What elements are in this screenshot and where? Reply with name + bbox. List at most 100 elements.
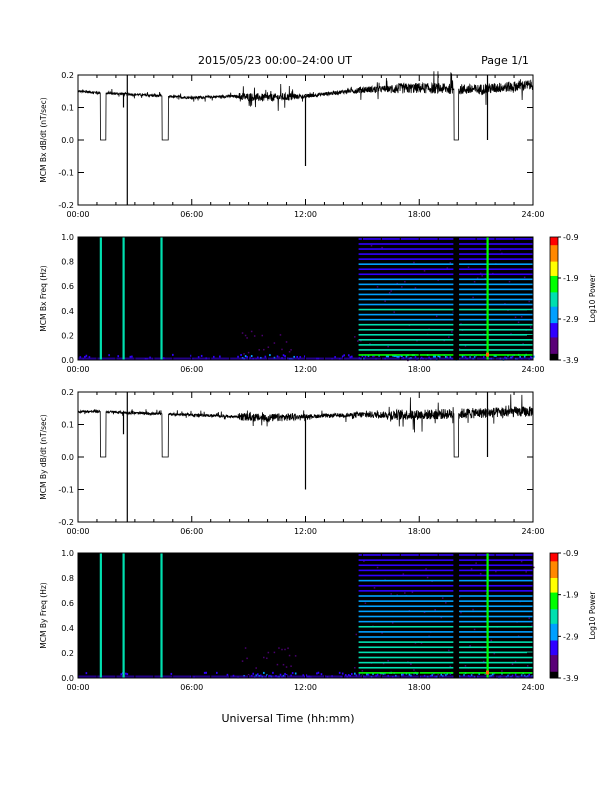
colorbar-segment xyxy=(550,613,558,616)
colorbar-segment xyxy=(550,644,558,648)
spectral-cell xyxy=(470,568,473,570)
colorbar-segment xyxy=(550,298,558,302)
spectral-cell xyxy=(85,672,88,675)
spectral-cell xyxy=(388,292,391,294)
colorbar-segment xyxy=(550,300,558,304)
harmonic-line xyxy=(358,584,533,587)
colorbar-segment xyxy=(550,292,558,295)
colorbar-segment xyxy=(550,251,558,254)
x-tick-label: 24:00 xyxy=(521,683,544,692)
colorbar-segment xyxy=(550,325,558,328)
spectral-cell xyxy=(416,339,418,342)
spectral-cell xyxy=(288,351,291,353)
spectral-cell xyxy=(216,671,218,674)
y-tick-label: 0.0 xyxy=(61,453,74,462)
spectral-cell xyxy=(387,345,389,348)
spectral-cell xyxy=(205,671,207,674)
spectral-cell xyxy=(261,334,264,337)
spectral-cell xyxy=(394,354,397,357)
spectral-cell xyxy=(302,674,305,677)
colorbar-segment xyxy=(550,640,558,644)
x-tick-label: 06:00 xyxy=(180,683,203,692)
harmonic-line xyxy=(358,328,533,331)
spectral-cell xyxy=(305,674,308,677)
colorbar-segment xyxy=(550,347,558,351)
spectral-cell xyxy=(285,666,288,668)
colorbar-frame xyxy=(549,552,559,679)
colorbar-segment xyxy=(550,327,558,330)
colorbar-segment xyxy=(550,239,558,242)
y-tick-label: 0.8 xyxy=(61,574,74,583)
harmonic-line xyxy=(358,283,533,286)
spectral-cell xyxy=(334,356,336,359)
colorbar-segment xyxy=(550,561,558,564)
spectral-cell xyxy=(197,356,200,359)
spectral-cell xyxy=(523,276,526,279)
colorbar-segment xyxy=(550,559,558,562)
power-hotspot xyxy=(486,670,489,675)
spectral-cell xyxy=(287,647,289,649)
spectral-cell xyxy=(370,245,373,247)
spectral-cell xyxy=(276,663,279,666)
colorbar-segment xyxy=(550,673,558,677)
colorbar-segment xyxy=(550,245,558,248)
spectral-cell xyxy=(402,573,405,575)
x-tick-label: 18:00 xyxy=(408,527,431,536)
colorbar-tick-label: -2.9 xyxy=(563,632,579,641)
spectral-cell xyxy=(517,321,520,324)
spectral-cell xyxy=(276,355,279,358)
colorbar-segment xyxy=(550,557,558,560)
spectral-cell xyxy=(284,355,286,358)
colorbar-segment xyxy=(550,582,558,585)
colorbar-segment xyxy=(550,630,558,633)
colorbar-segment xyxy=(550,605,558,608)
colorbar-segment xyxy=(550,671,558,675)
colorbar-segment xyxy=(550,331,558,334)
harmonic-line xyxy=(358,636,533,638)
spectral-cell xyxy=(438,355,441,358)
spectral-cell xyxy=(255,667,257,669)
colorbar-label: Log10 Power xyxy=(588,591,597,640)
colorbar-segment xyxy=(550,296,558,299)
spectral-cell xyxy=(478,672,480,675)
harmonic-line xyxy=(358,308,533,311)
colorbar-segment xyxy=(550,675,558,679)
spectral-cell xyxy=(404,592,406,594)
spectral-cell xyxy=(470,674,473,677)
colorbar-segment xyxy=(550,335,558,338)
colorbar-segment xyxy=(550,284,558,287)
y-tick-label: -0.2 xyxy=(58,518,74,527)
spectral-cell xyxy=(237,355,239,358)
spectral-cell xyxy=(432,355,435,358)
harmonic-line xyxy=(358,238,533,240)
x-tick-label: 24:00 xyxy=(521,527,544,536)
spectral-cell xyxy=(266,674,268,677)
spectral-cell xyxy=(244,647,247,649)
spectral-cell xyxy=(347,354,350,357)
spectral-cell xyxy=(354,667,356,669)
colorbar-segment xyxy=(550,341,558,345)
spectral-cell xyxy=(357,340,359,342)
colorbar-segment xyxy=(550,294,558,297)
colorbar-segment xyxy=(550,623,558,627)
colorbar-segment xyxy=(550,565,558,569)
spectral-cell xyxy=(479,572,482,575)
spectral-cell xyxy=(445,355,447,358)
spectral-cell xyxy=(492,673,494,676)
y-tick-label: 0.0 xyxy=(61,136,74,145)
spectral-cell xyxy=(200,354,203,357)
colorbar-segment xyxy=(550,667,558,671)
spectral-cell xyxy=(373,587,376,589)
spectral-cell xyxy=(446,267,449,269)
spectral-cell xyxy=(250,330,253,333)
spectral-cell xyxy=(355,633,358,636)
colorbar-segment xyxy=(550,603,558,606)
colorbar-segment xyxy=(550,304,558,308)
spectral-cell xyxy=(120,673,123,676)
panels: 00:00 06:00 12:00 18:00 24:00 0.2 0.1 0.0 -0.1 -0… xyxy=(39,71,597,692)
spectral-cell xyxy=(364,602,367,605)
spectral-cell xyxy=(320,673,323,676)
harmonic-line xyxy=(358,349,533,351)
colorbar-tick-label: -3.9 xyxy=(563,356,579,365)
